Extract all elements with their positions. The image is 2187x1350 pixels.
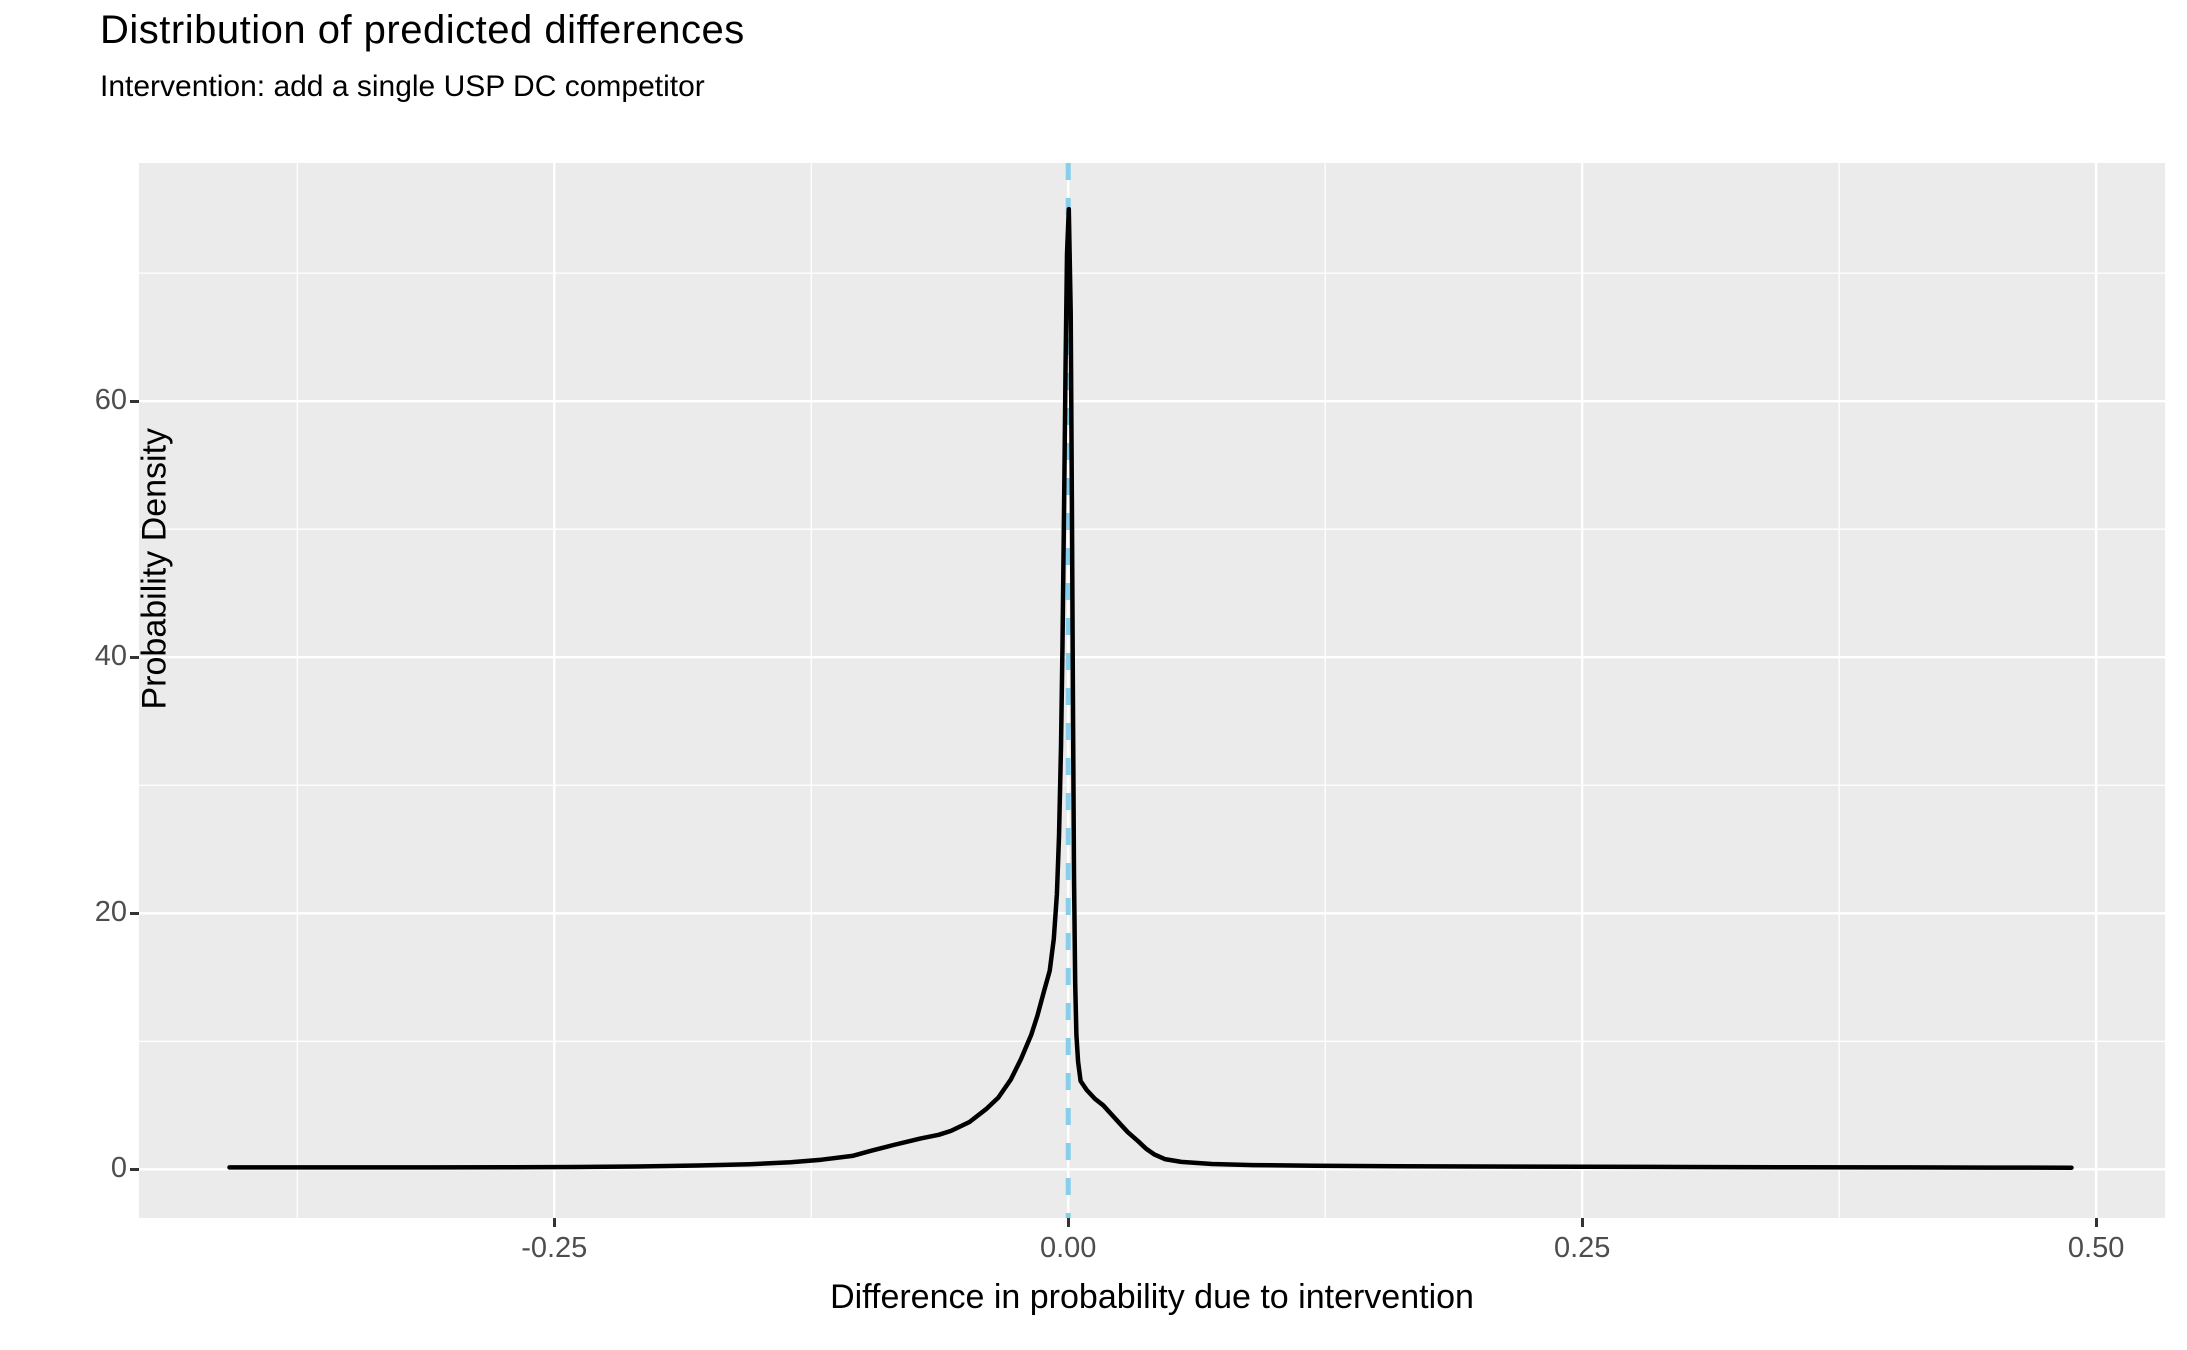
y-axis-tick-label: 0 [110,1152,127,1185]
x-axis-tick-label: -0.25 [521,1232,588,1264]
plot-title: Distribution of predicted differences [100,8,745,52]
y-axis-tick-mark [130,1167,139,1171]
y-axis-tick-mark [130,399,139,403]
plot-panel [139,163,2165,1218]
x-axis-tick-label: 0.00 [1039,1232,1097,1264]
x-axis-tick-mark [1580,1218,1584,1227]
y-axis-tick-label: 40 [94,640,127,673]
x-axis-title: Difference in probability due to interve… [830,1278,1474,1316]
x-axis-tick-label: 0.25 [1553,1232,1611,1264]
y-axis-tick-label: 20 [94,896,127,929]
x-axis-tick-label: 0.50 [2067,1232,2125,1264]
y-axis-tick-label: 60 [94,384,127,417]
y-axis-tick-mark [130,655,139,659]
plot-subtitle: Intervention: add a single USP DC compet… [100,70,705,103]
density-of-predicted-differences-curve [227,206,2074,1170]
y-axis-tick-mark [130,911,139,915]
chart-canvas [139,163,2165,1218]
x-axis-tick-mark [1066,1218,1070,1227]
x-axis-tick-mark [552,1218,556,1227]
x-axis-tick-mark [2094,1218,2098,1227]
y-axis-title: Probability Density [135,427,174,710]
